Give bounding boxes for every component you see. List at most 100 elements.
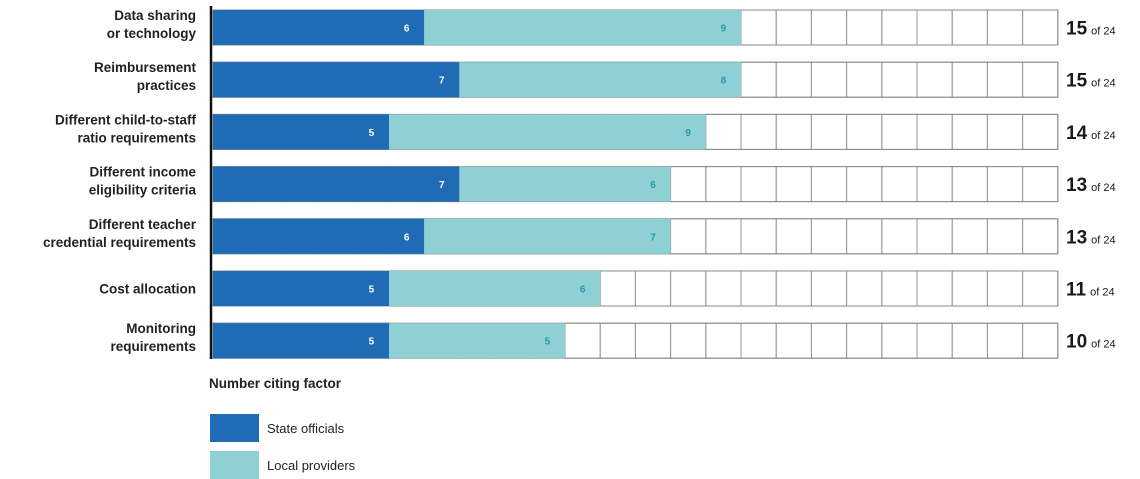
grid-cell bbox=[916, 218, 953, 255]
bar-state-officials bbox=[213, 62, 460, 98]
legend-label: Local providers bbox=[267, 458, 356, 473]
grid-cell bbox=[1022, 113, 1059, 150]
bar-local-providers bbox=[424, 10, 741, 45]
total-label: 13 of 24 bbox=[1066, 175, 1116, 196]
bars bbox=[213, 10, 741, 359]
grid-cell bbox=[951, 9, 988, 46]
bar-value-label: 5 bbox=[369, 337, 375, 348]
grid-cell bbox=[916, 270, 953, 307]
bar-state-officials bbox=[213, 166, 460, 202]
total-label: 11 of 24 bbox=[1066, 280, 1115, 301]
grid-cell bbox=[986, 113, 1024, 150]
grid-cell bbox=[670, 322, 707, 359]
grid-cell bbox=[1022, 218, 1059, 255]
grid-cell bbox=[986, 218, 1024, 255]
legend-swatch-local-providers bbox=[210, 451, 259, 479]
category-label: Different income eligibility criteria bbox=[89, 165, 197, 198]
x-axis-title: Number citing factor bbox=[209, 376, 342, 391]
bar-local-providers bbox=[459, 62, 741, 98]
grid-cell bbox=[1022, 270, 1059, 307]
bar-value-label: 7 bbox=[439, 76, 445, 87]
grid-cell bbox=[951, 218, 988, 255]
bar-value-label: 7 bbox=[439, 180, 445, 191]
bar-value-label: 9 bbox=[721, 24, 727, 35]
legend: State officials Local providers bbox=[210, 414, 356, 479]
grid-cell bbox=[775, 166, 812, 203]
grid-cell bbox=[846, 218, 883, 255]
grid-cell bbox=[810, 9, 848, 46]
bar-local-providers bbox=[424, 218, 671, 254]
grid-cell bbox=[986, 61, 1024, 98]
grid-cell bbox=[846, 322, 883, 359]
total-label: 13 of 24 bbox=[1066, 227, 1116, 248]
grid-cell bbox=[705, 218, 742, 255]
grid-cell bbox=[986, 322, 1024, 359]
grid-cell bbox=[881, 218, 918, 255]
bar-value-label: 6 bbox=[650, 180, 656, 191]
bar-value-label: 6 bbox=[404, 232, 410, 243]
grid-cell bbox=[986, 9, 1024, 46]
bar-state-officials bbox=[213, 10, 425, 45]
grid-cell bbox=[775, 113, 812, 150]
grid-cell bbox=[846, 9, 883, 46]
grid-cell bbox=[740, 166, 777, 203]
grid-cell bbox=[1022, 322, 1059, 359]
category-label: Different child-to-staff ratio requiremen… bbox=[55, 112, 196, 145]
grid-cell bbox=[810, 166, 848, 203]
grid-cell bbox=[846, 113, 883, 150]
grid-cell bbox=[881, 270, 918, 307]
grid-cell bbox=[810, 113, 848, 150]
grid-cell bbox=[775, 322, 812, 359]
bar-state-officials bbox=[213, 218, 425, 254]
grid-cell bbox=[881, 113, 918, 150]
grid-cell bbox=[881, 9, 918, 46]
bar-local-providers bbox=[389, 114, 706, 150]
bar-local-providers bbox=[389, 323, 565, 359]
grid-cell bbox=[916, 166, 953, 203]
bar-value-label: 8 bbox=[721, 76, 727, 87]
grid-cell bbox=[634, 322, 672, 359]
bar-value-label: 5 bbox=[369, 285, 375, 296]
category-label: Data sharing or technology bbox=[107, 8, 197, 41]
grid-cell bbox=[705, 270, 742, 307]
grid-cell bbox=[1022, 166, 1059, 203]
grid-cell bbox=[775, 9, 812, 46]
grid-cell bbox=[599, 270, 636, 307]
grid-cell bbox=[1022, 9, 1059, 46]
grid-cell bbox=[740, 270, 777, 307]
category-label: Reimbursement practices bbox=[94, 60, 197, 93]
grid-cell bbox=[810, 218, 848, 255]
totals: 15 of 24 15 of 24 14 of 24 13 of 24 13 of 24 11 of … bbox=[1066, 19, 1116, 353]
grid-cell bbox=[951, 166, 988, 203]
grid-cell bbox=[740, 218, 777, 255]
bar-state-officials bbox=[213, 323, 389, 359]
grid-cell bbox=[881, 166, 918, 203]
total-label: 15 of 24 bbox=[1066, 71, 1116, 92]
grid-cell bbox=[775, 61, 812, 98]
legend-swatch-state-officials bbox=[210, 414, 259, 442]
grid-cell bbox=[705, 113, 742, 150]
grid-cell bbox=[916, 61, 953, 98]
legend-label: State officials bbox=[267, 421, 345, 436]
bar-value-label: 5 bbox=[545, 337, 551, 348]
grid-cell bbox=[740, 113, 777, 150]
grid-cell bbox=[740, 322, 777, 359]
grid-cell bbox=[775, 270, 812, 307]
grid-cell bbox=[705, 322, 742, 359]
grid-cell bbox=[810, 61, 848, 98]
grid-cell bbox=[810, 270, 848, 307]
bar-local-providers bbox=[459, 166, 671, 202]
grid-cell bbox=[810, 322, 848, 359]
grid-cell bbox=[670, 270, 707, 307]
bar-value-label: 6 bbox=[404, 24, 410, 35]
total-label: 10 of 24 bbox=[1066, 332, 1116, 353]
bar-state-officials bbox=[213, 271, 389, 306]
grid-cell bbox=[916, 113, 953, 150]
grid-cell bbox=[634, 270, 672, 307]
grid-cell bbox=[775, 218, 812, 255]
category-label: Cost allocation bbox=[99, 282, 196, 297]
grid-cell bbox=[705, 166, 742, 203]
grid-cell bbox=[740, 9, 777, 46]
grid-cell bbox=[881, 61, 918, 98]
